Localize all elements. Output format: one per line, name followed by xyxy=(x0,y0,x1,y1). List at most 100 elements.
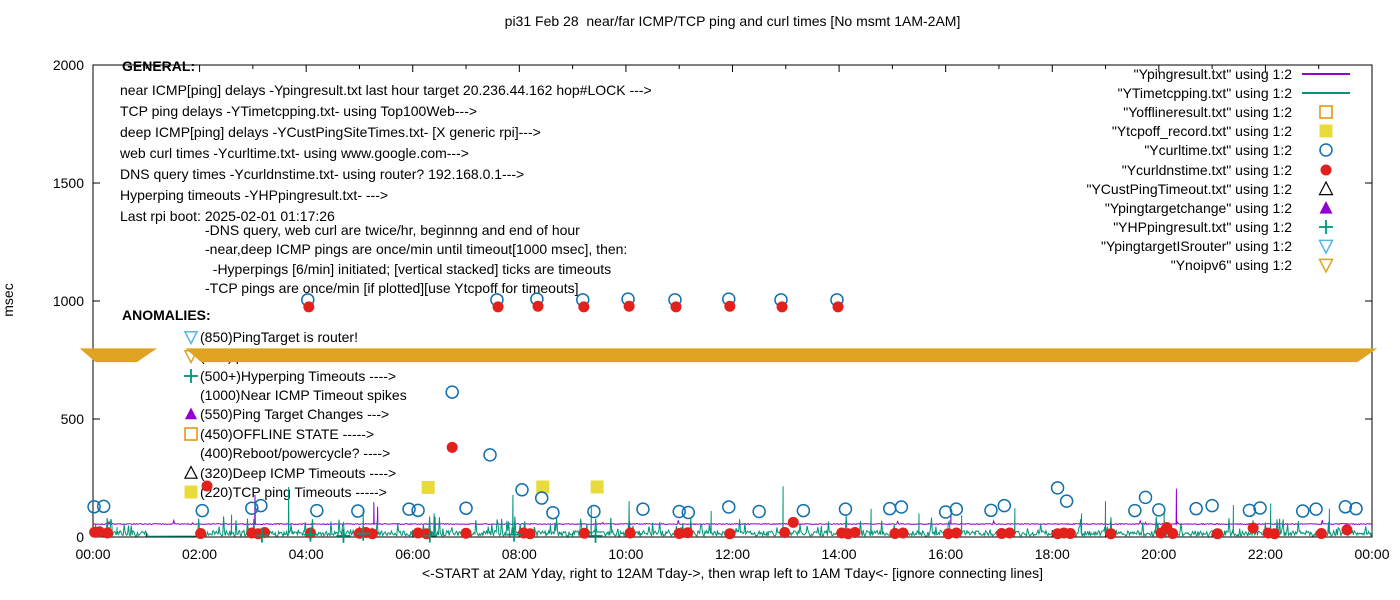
legend-row: "Ynoipv6" using 1:2 xyxy=(1000,256,1352,275)
anomaly-row: (500+)Hyperping Timeouts ----> xyxy=(183,366,407,385)
tridown-open-icon xyxy=(1318,239,1334,255)
legend-row: "Ycurltime.txt" using 1:2 xyxy=(1000,141,1352,160)
legend-label: "Ytcpoff_record.txt" using 1:2 xyxy=(1111,123,1292,140)
y-tick-label: 500 xyxy=(60,411,84,427)
legend-row: "Ypingtargetchange" using 1:2 xyxy=(1000,198,1352,217)
x-tick-label: 18:00 xyxy=(1034,546,1070,562)
y-tick-label: 1000 xyxy=(52,293,84,309)
anomaly-row: (220)TCP ping Timeouts -----> xyxy=(183,483,407,502)
legend-label: "YpingtargetISrouter" using 1:2 xyxy=(1100,238,1292,255)
measurement-note-line: -DNS query, web curl are twice/hr, begin… xyxy=(205,222,580,238)
x-tick-label: 00:00 xyxy=(75,546,111,562)
legend-label: "Ypingresult.txt" using 1:2 xyxy=(1133,65,1292,82)
legend-row: "YpingtargetISrouter" using 1:2 xyxy=(1000,237,1352,256)
square-open-icon xyxy=(184,427,198,441)
triangle-open-icon xyxy=(1318,180,1334,195)
general-note-line: DNS query times -Ycurldnstime.txt- using… xyxy=(120,166,525,182)
triangle-open-icon xyxy=(183,464,199,479)
y-tick-label: 2000 xyxy=(52,57,84,73)
legend-row: "YCustPingTimeout.txt" using 1:2 xyxy=(1000,179,1352,198)
x-tick-label: 22:00 xyxy=(1247,546,1283,562)
square-filled-icon xyxy=(184,485,198,499)
anomaly-label: (450)OFFLINE STATE -----> xyxy=(200,425,375,442)
x-tick-label: 14:00 xyxy=(821,546,857,562)
anomaly-label: (220)TCP ping Timeouts -----> xyxy=(200,484,387,501)
x-tick-label: 04:00 xyxy=(288,546,324,562)
legend-row: "Yofflineresult.txt" using 1:2 xyxy=(1000,102,1352,121)
line-icon xyxy=(1302,72,1350,75)
tridown-open-icon xyxy=(183,330,199,345)
anomaly-row: (850)PingTarget is router! xyxy=(183,327,407,346)
legend-row: "Ytcpoff_record.txt" using 1:2 xyxy=(1000,122,1352,141)
legend-row: "Ycurldnstime.txt" using 1:2 xyxy=(1000,160,1352,179)
x-tick-label: 20:00 xyxy=(1141,546,1177,562)
legend-label: "Yofflineresult.txt" using 1:2 xyxy=(1123,103,1292,120)
tridown-open-icon xyxy=(1318,259,1334,275)
plus-icon xyxy=(1319,220,1333,235)
anomalies-heading: ANOMALIES: xyxy=(122,307,211,323)
general-note-line: near ICMP[ping] delays -Ypingresult.txt … xyxy=(120,82,652,98)
anomaly-marker-spacer xyxy=(183,444,200,462)
square-filled-icon xyxy=(1319,124,1333,138)
anomaly-row: (550)Ping Target Changes ---> xyxy=(183,405,407,424)
legend-row: "YHPpingresult.txt" using 1:2 xyxy=(1000,218,1352,237)
anomaly-marker-spacer xyxy=(183,386,200,404)
anomaly-label: (1000)Near ICMP Timeout spikes xyxy=(200,387,407,404)
x-tick-label: 06:00 xyxy=(395,546,431,562)
tridown-open-icon xyxy=(183,350,199,365)
anomaly-label: (785)ip v6 failed -> xyxy=(200,348,317,365)
chart-title: pi31 Feb 28 near/far ICMP/TCP ping and c… xyxy=(504,13,961,29)
anomaly-label: (400)Reboot/powercycle? ----> xyxy=(200,445,391,462)
general-note-line: Hyperping timeouts -YHPpingresult.txt- -… xyxy=(120,187,389,203)
noipv6-band xyxy=(79,348,157,363)
x-tick-label: 00:00 xyxy=(1354,546,1390,562)
series-YHPpingresult.txt xyxy=(254,526,603,543)
x-tick-label: 16:00 xyxy=(928,546,964,562)
legend-label: "YTimetcpping.txt" using 1:2 xyxy=(1117,84,1292,101)
legend-label: "Ycurldnstime.txt" using 1:2 xyxy=(1121,161,1292,178)
anomaly-row: (400)Reboot/powercycle? ----> xyxy=(183,444,407,463)
anomaly-label: (320)Deep ICMP Timeouts ----> xyxy=(200,464,397,481)
triangle-filled-icon xyxy=(1319,200,1333,214)
anomalies-legend: (850)PingTarget is router! (785)ip v6 fai… xyxy=(183,327,407,502)
measurement-note-line: -near,deep ICMP pings are once/min until… xyxy=(205,241,628,258)
legend-label: "Ycurltime.txt" using 1:2 xyxy=(1144,142,1292,159)
legend-label: "YCustPingTimeout.txt" using 1:2 xyxy=(1086,180,1292,197)
anomaly-row: (785)ip v6 failed -> xyxy=(183,346,407,365)
general-notes-block: near ICMP[ping] delays -Ypingresult.txt … xyxy=(120,80,652,227)
legend-row: "YTimetcpping.txt" using 1:2 xyxy=(1000,83,1352,102)
x-tick-label: 02:00 xyxy=(182,546,218,562)
y-tick-label: 0 xyxy=(76,529,84,545)
triangle-filled-icon xyxy=(184,407,198,420)
measurement-note-line: -Hyperpings [6/min] initiated; [vertical… xyxy=(205,260,612,277)
anomaly-label: (550)Ping Target Changes ---> xyxy=(200,406,390,423)
general-note-line: deep ICMP[ping] delays -YCustPingSiteTim… xyxy=(120,124,541,140)
x-tick-label: 10:00 xyxy=(608,546,644,562)
legend-label: "Ynoipv6" using 1:2 xyxy=(1170,257,1292,274)
plot-legend: "Ypingresult.txt" using 1:2 "YTimetcpping… xyxy=(1000,64,1352,275)
y-tick-label: 1500 xyxy=(52,175,84,191)
line-icon xyxy=(1302,91,1350,94)
circle-filled-icon xyxy=(1320,164,1332,176)
general-note-line: web curl times -Ycurltime.txt- using www… xyxy=(120,145,469,161)
x-axis-label: <-START at 2AM Yday, right to 12AM Tday-… xyxy=(421,565,1044,581)
anomaly-row: (450)OFFLINE STATE -----> xyxy=(183,424,407,443)
plus-icon xyxy=(184,368,198,383)
anomaly-row: (1000)Near ICMP Timeout spikes xyxy=(183,385,407,404)
x-tick-label: 12:00 xyxy=(714,546,751,562)
general-heading: GENERAL: xyxy=(122,58,196,74)
measurement-note-line: -TCP pings are once/min [if plotted][use… xyxy=(205,279,579,296)
anomaly-row: (320)Deep ICMP Timeouts ----> xyxy=(183,463,407,482)
anomaly-label: (500+)Hyperping Timeouts ----> xyxy=(200,367,397,384)
series-Ytcpoff_record.txt xyxy=(421,480,604,494)
legend-label: "YHPpingresult.txt" using 1:2 xyxy=(1113,219,1292,236)
x-tick-label: 08:00 xyxy=(501,546,537,562)
general-note-line: TCP ping delays -YTimetcpping.txt- using… xyxy=(120,103,478,119)
measurement-notes-block: -DNS query, web curl are twice/hr, begin… xyxy=(205,221,627,298)
circle-open-icon xyxy=(1319,143,1333,158)
anomaly-label: (850)PingTarget is router! xyxy=(200,328,358,345)
legend-label: "Ypingtargetchange" using 1:2 xyxy=(1104,199,1292,216)
square-open-icon xyxy=(1319,105,1333,119)
legend-row: "Ypingresult.txt" using 1:2 xyxy=(1000,64,1352,83)
